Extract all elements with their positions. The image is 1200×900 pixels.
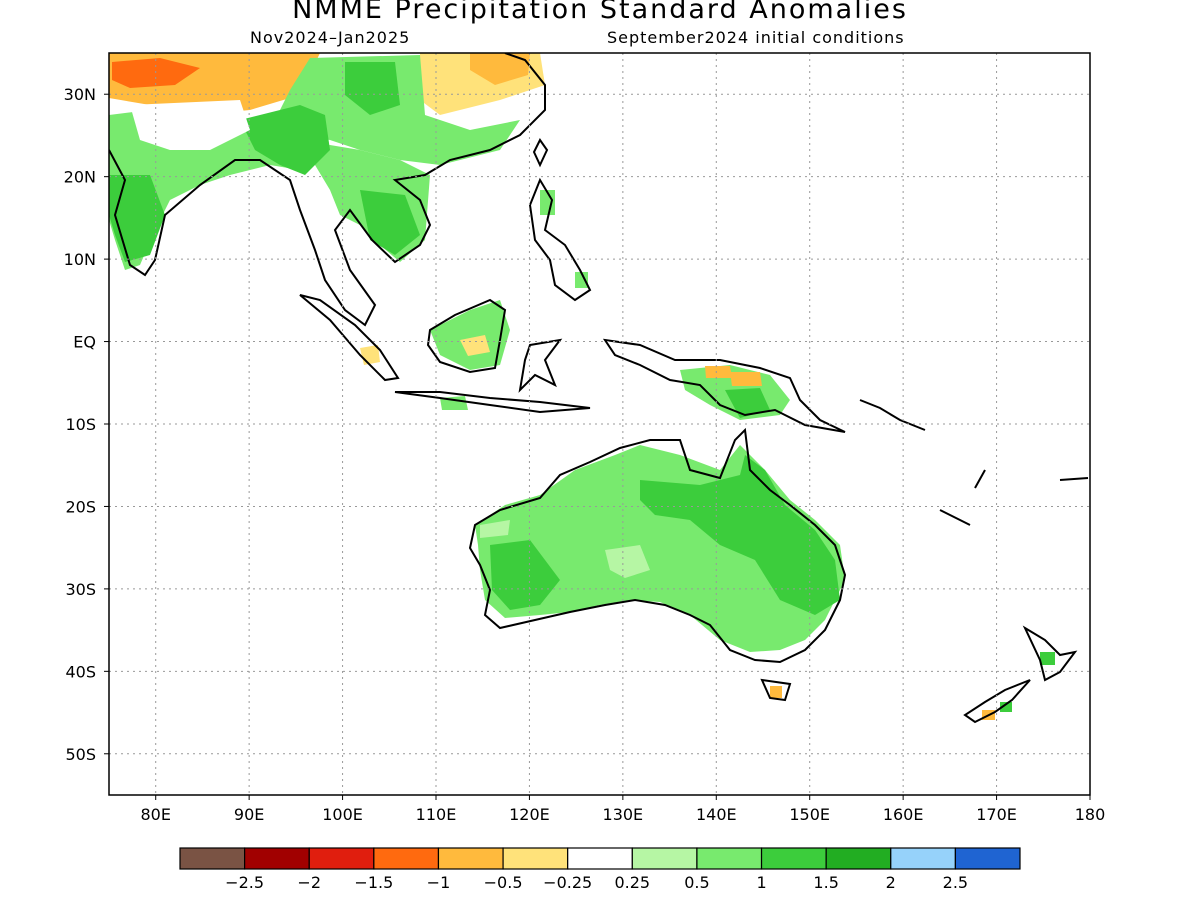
colorbar-swatch	[373, 847, 440, 870]
forecast-period: Nov2024–Jan2025	[250, 28, 411, 47]
shade-india-wet	[109, 110, 300, 270]
lon-tick-label: 110E	[416, 805, 457, 824]
colorbar-label: −1.5	[354, 873, 393, 892]
shade-australia-light	[480, 520, 650, 578]
shade-china-wet	[280, 55, 520, 165]
lat-tick-label: 20S	[65, 497, 96, 516]
colorbar-swatch	[954, 847, 1021, 870]
coast-tasmania	[760, 678, 792, 702]
latitude-axis: 30N 20N 10N EQ 10S 20S 30S 40S 50S	[64, 85, 109, 764]
colorbar-swatch	[825, 847, 892, 870]
coast-new-guinea	[602, 338, 846, 433]
colorbar-swatch	[890, 847, 956, 870]
lon-tick-label: 160E	[883, 805, 924, 824]
colorbar-swatch	[179, 847, 246, 870]
coast-new-zealand-south	[963, 679, 1031, 724]
lon-tick-label: 120E	[509, 805, 550, 824]
colorbar-swatch	[244, 847, 310, 870]
coast-java	[394, 391, 591, 414]
lon-tick-label: 140E	[696, 805, 737, 824]
lat-tick-label: 10S	[65, 415, 96, 434]
colorbar-swatch	[696, 847, 763, 870]
lat-tick-label: 10N	[64, 250, 96, 269]
colorbar-label: −1	[427, 873, 451, 892]
shade-china-wet-2	[345, 62, 400, 115]
lon-tick-label: 90E	[234, 805, 264, 824]
shade-borneo-dry	[460, 335, 490, 356]
lon-tick-label: 130E	[603, 805, 644, 824]
colorbar-label: 2	[886, 873, 896, 892]
colorbar-label: −0.5	[484, 873, 523, 892]
colorbar-swatch	[760, 847, 827, 870]
map-title: NMME Precipitation Standard Anomalies	[292, 0, 908, 25]
lat-tick-label: 30N	[64, 85, 96, 104]
colorbar-swatch	[437, 847, 504, 870]
colorbar-label: 0.5	[684, 873, 709, 892]
lat-tick-label: 40S	[65, 662, 96, 681]
shade-australia-wet-3	[490, 540, 560, 610]
anomaly-shading	[109, 53, 1055, 720]
colorbar-label: −2.5	[225, 873, 264, 892]
coast-pacific-islands	[859, 399, 1089, 526]
lon-tick-label: 100E	[322, 805, 363, 824]
coast-sumatra	[299, 294, 400, 382]
initial-conditions: September2024 initial conditions	[607, 28, 905, 47]
colorbar-label: 1	[756, 873, 766, 892]
coast-borneo	[426, 298, 507, 374]
coastlines	[109, 53, 1089, 724]
lat-tick-label: 20N	[64, 168, 96, 187]
colorbar-swatch	[567, 847, 633, 870]
colorbar-label: 0.25	[614, 873, 650, 892]
shade-australia-wet-2	[640, 455, 840, 615]
lon-tick-label: 150E	[789, 805, 830, 824]
shade-tibet-neutral	[130, 100, 250, 150]
shade-philippines	[540, 190, 588, 288]
colorbar: −2.5 −2 −1.5 −1 −0.5 −0.25 0.25 0.5 1 1.5 2 2.5	[179, 847, 1021, 892]
lat-tick-label: 30S	[65, 580, 96, 599]
shade-tasmania	[770, 686, 782, 698]
colorbar-label: −2	[297, 873, 321, 892]
shade-indochina-wet-2	[360, 190, 420, 255]
lon-tick-label: 80E	[140, 805, 170, 824]
graticule	[109, 53, 1090, 795]
lat-tick-label: EQ	[73, 333, 96, 352]
colorbar-label: 1.5	[813, 873, 838, 892]
coast-sulawesi	[518, 338, 563, 393]
coast-asia	[109, 53, 546, 327]
coast-taiwan	[532, 138, 549, 168]
lon-tick-label: 170E	[976, 805, 1017, 824]
coast-new-zealand-north	[1022, 625, 1078, 682]
coast-philippines	[528, 177, 592, 302]
colorbar-swatch	[308, 847, 375, 870]
coast-australia	[468, 427, 847, 664]
colorbar-label: −0.25	[543, 873, 592, 892]
shade-borneo	[430, 300, 510, 370]
lon-tick-label: 180	[1075, 805, 1106, 824]
shade-china-dry-2	[470, 53, 530, 85]
shade-png-dry	[705, 366, 762, 386]
colorbar-label: 2.5	[943, 873, 968, 892]
lat-tick-label: 50S	[65, 745, 96, 764]
colorbar-swatch	[631, 847, 698, 870]
colorbar-swatch	[502, 847, 569, 870]
shade-nz-wet	[1000, 652, 1055, 712]
shade-ne-india-wet	[240, 105, 330, 175]
longitude-axis: 80E 90E 100E 110E 120E 130E 140E 150E 160E 170E 18…	[140, 795, 1105, 824]
